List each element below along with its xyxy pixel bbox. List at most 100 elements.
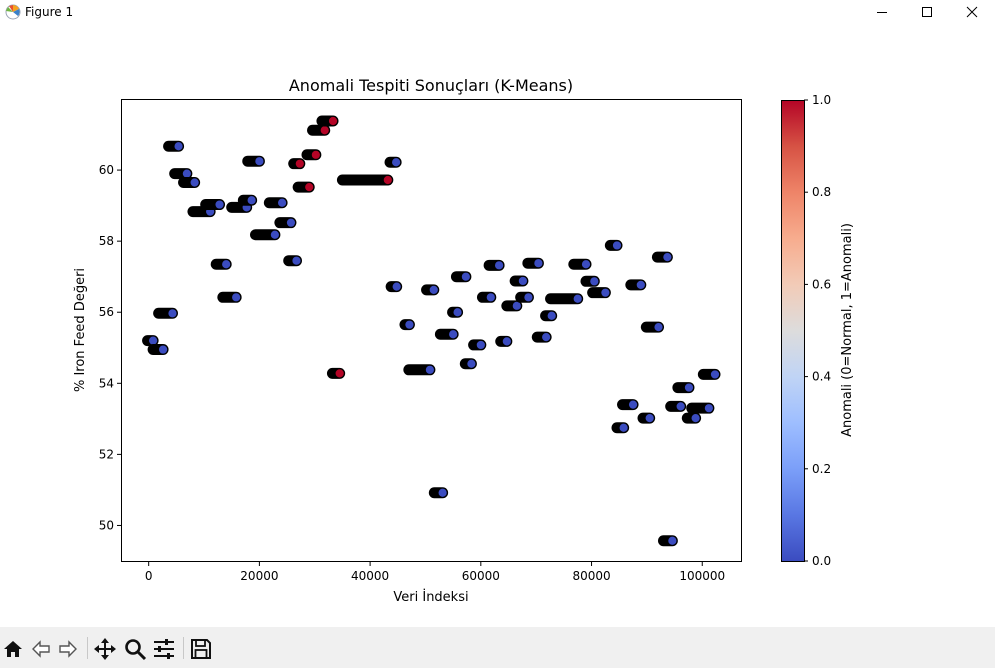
point-run — [403, 364, 436, 376]
point-run — [237, 194, 258, 206]
colorbar-label: Anomali (0=Normal, 1=Anomali) — [840, 223, 855, 437]
configure-subplots-icon — [154, 639, 174, 659]
normal-point — [189, 177, 200, 188]
point-run — [625, 279, 647, 291]
toolbar-separator — [87, 637, 88, 659]
point-run — [200, 199, 226, 211]
point-run — [531, 331, 552, 343]
point-run — [568, 258, 592, 270]
back-icon — [32, 640, 50, 658]
normal-point — [221, 259, 232, 270]
point-run — [580, 275, 600, 287]
point-run — [283, 255, 302, 267]
normal-point — [428, 284, 439, 295]
point-run — [522, 257, 544, 269]
point-run — [178, 177, 201, 189]
normal-point — [475, 339, 486, 351]
colorbar-tick-label: 0.0 — [812, 554, 831, 568]
normal-point — [181, 168, 192, 179]
point-run — [545, 293, 584, 305]
point-run — [658, 535, 678, 547]
back-button[interactable] — [28, 636, 54, 662]
toolbar-separator — [183, 637, 184, 659]
x-axis-ticks: 0 20000 40000 60000 80000 100000 — [145, 562, 725, 583]
point-run — [307, 124, 331, 136]
pan-button[interactable] — [92, 636, 118, 662]
colorbar-ticks: 0.0 0.2 0.4 0.6 0.8 1.0 — [804, 93, 831, 568]
point-run — [292, 181, 315, 193]
anomaly-point — [382, 174, 393, 186]
maximize-icon — [922, 7, 932, 17]
point-run — [672, 382, 695, 394]
point-run — [651, 251, 673, 263]
point-run — [210, 258, 232, 270]
normal-point — [214, 199, 225, 210]
normal-point — [157, 344, 169, 355]
normal-point — [611, 240, 623, 251]
maximize-button[interactable] — [904, 0, 950, 24]
normal-point — [627, 399, 639, 410]
normal-point — [667, 535, 678, 546]
minimize-button[interactable] — [859, 0, 905, 24]
colorbar-tick-label: 0.6 — [812, 277, 831, 291]
normal-point — [546, 310, 557, 321]
colorbar — [781, 100, 804, 561]
data-points — [142, 115, 721, 547]
normal-point — [511, 300, 522, 311]
point-run — [540, 310, 558, 322]
colorbar-tick-label: 0.2 — [812, 462, 831, 476]
anomaly-point — [304, 182, 315, 193]
normal-point — [167, 308, 178, 319]
normal-point — [533, 258, 544, 269]
normal-point — [635, 279, 646, 290]
normal-point — [173, 141, 184, 152]
point-run — [434, 328, 459, 340]
normal-point — [523, 292, 534, 303]
anomaly-point — [327, 115, 339, 127]
point-run — [501, 300, 523, 312]
point-run — [637, 412, 656, 424]
close-button[interactable] — [949, 0, 995, 24]
normal-point — [501, 336, 512, 347]
point-run — [428, 487, 449, 499]
y-tick-label: 52 — [99, 447, 114, 461]
point-run — [385, 281, 403, 293]
point-run — [274, 217, 297, 229]
point-run — [217, 291, 242, 303]
normal-point — [600, 287, 611, 298]
point-run — [250, 229, 281, 241]
point-run — [604, 239, 623, 251]
navigation-toolbar — [0, 627, 995, 668]
save-button[interactable] — [188, 636, 214, 662]
point-run — [301, 149, 322, 161]
normal-point — [683, 382, 695, 393]
point-run — [147, 344, 169, 356]
normal-point — [493, 260, 505, 271]
normal-point — [424, 364, 435, 375]
normal-point — [231, 292, 242, 303]
forward-button[interactable] — [55, 636, 81, 662]
point-run — [587, 287, 611, 299]
window-title: Figure 1 — [25, 5, 74, 19]
point-run — [686, 402, 715, 414]
normal-point — [618, 422, 629, 433]
point-run — [288, 158, 306, 170]
zoom-icon — [125, 639, 147, 661]
point-run — [459, 358, 477, 370]
save-icon — [191, 639, 211, 659]
scatter-chart: Anomali Tespiti Sonuçları (K-Means) 0 200… — [73, 76, 855, 605]
y-tick-label: 56 — [99, 305, 114, 319]
minimize-icon — [877, 12, 887, 13]
point-run — [665, 400, 687, 412]
y-tick-label: 50 — [99, 518, 114, 532]
zoom-button[interactable] — [122, 636, 148, 662]
anomaly-point — [334, 368, 345, 379]
x-tick-label: 60000 — [462, 569, 500, 583]
point-run — [263, 197, 288, 209]
normal-point — [541, 332, 552, 343]
window-titlebar: Figure 1 — [0, 0, 995, 24]
normal-point — [269, 229, 280, 240]
configure-subplots-button[interactable] — [151, 636, 177, 662]
home-button[interactable] — [0, 636, 26, 662]
anomaly-point — [310, 149, 321, 160]
